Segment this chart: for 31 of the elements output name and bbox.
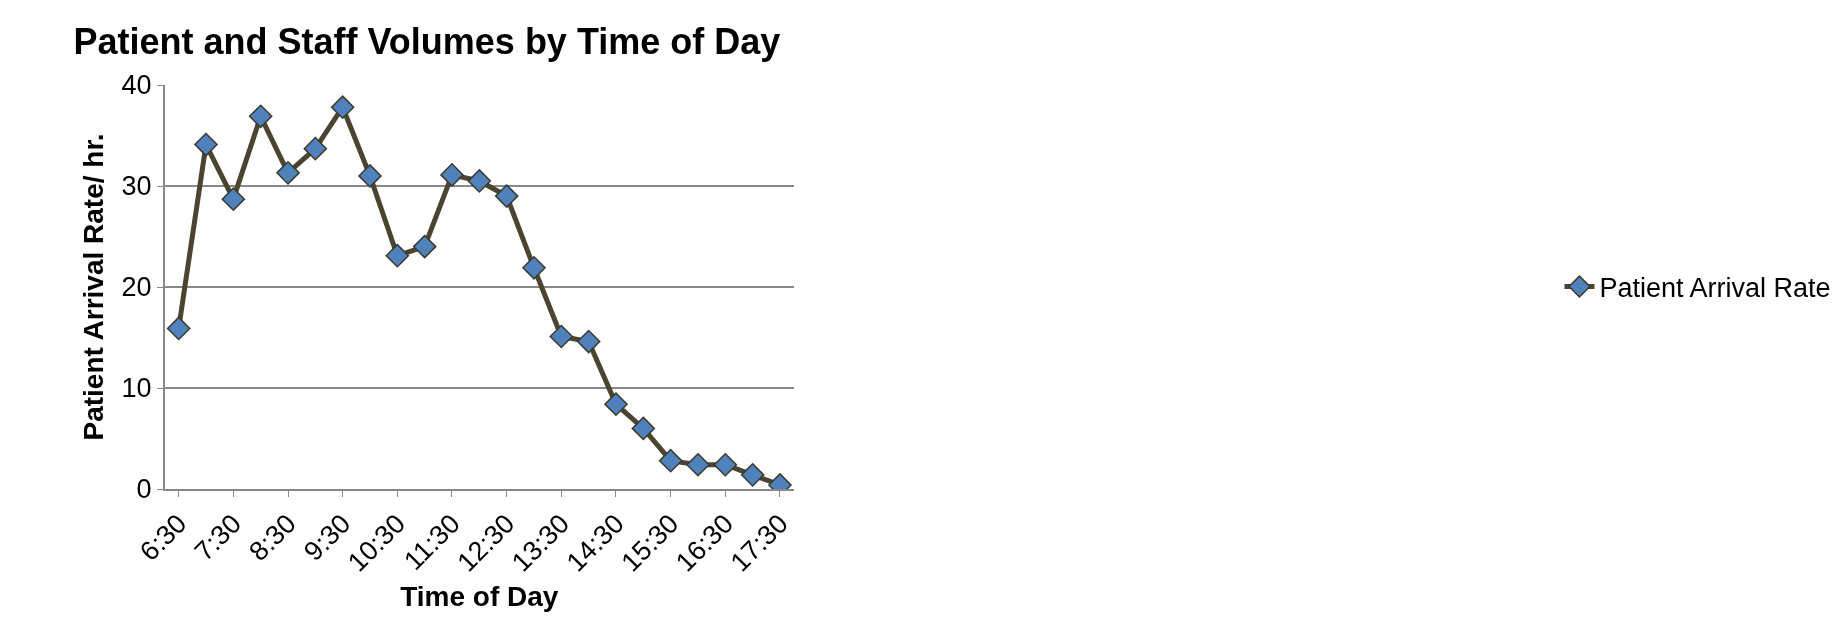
point xyxy=(658,448,683,473)
point xyxy=(385,243,410,268)
point xyxy=(522,256,546,280)
point xyxy=(440,163,464,187)
y-tick-label: 30 xyxy=(121,171,152,202)
point xyxy=(248,104,273,129)
point xyxy=(166,316,191,341)
chart-title: Patient and Staff Volumes by Time of Day xyxy=(73,21,781,63)
point xyxy=(494,184,519,208)
point xyxy=(358,164,382,188)
point xyxy=(740,463,765,487)
point xyxy=(194,132,218,157)
point xyxy=(221,187,246,211)
x-axis-title: Time of Day xyxy=(400,581,559,613)
point xyxy=(412,234,437,259)
point xyxy=(576,329,601,354)
point xyxy=(330,95,355,120)
point xyxy=(631,416,656,441)
point xyxy=(686,452,710,477)
y-tick-label: 10 xyxy=(121,373,152,404)
legend-label: Patient Arrival Rate xyxy=(1599,273,1831,304)
point xyxy=(276,161,300,185)
point xyxy=(467,169,492,193)
point xyxy=(604,392,628,416)
point xyxy=(713,452,738,477)
y-tick-label: 40 xyxy=(121,70,152,101)
y-tick-label: 0 xyxy=(136,474,152,505)
point xyxy=(549,324,574,349)
y-axis-title: Patient Arrival Rate/ hr. xyxy=(77,133,109,441)
point xyxy=(303,136,328,161)
y-tick-label: 20 xyxy=(121,272,152,303)
